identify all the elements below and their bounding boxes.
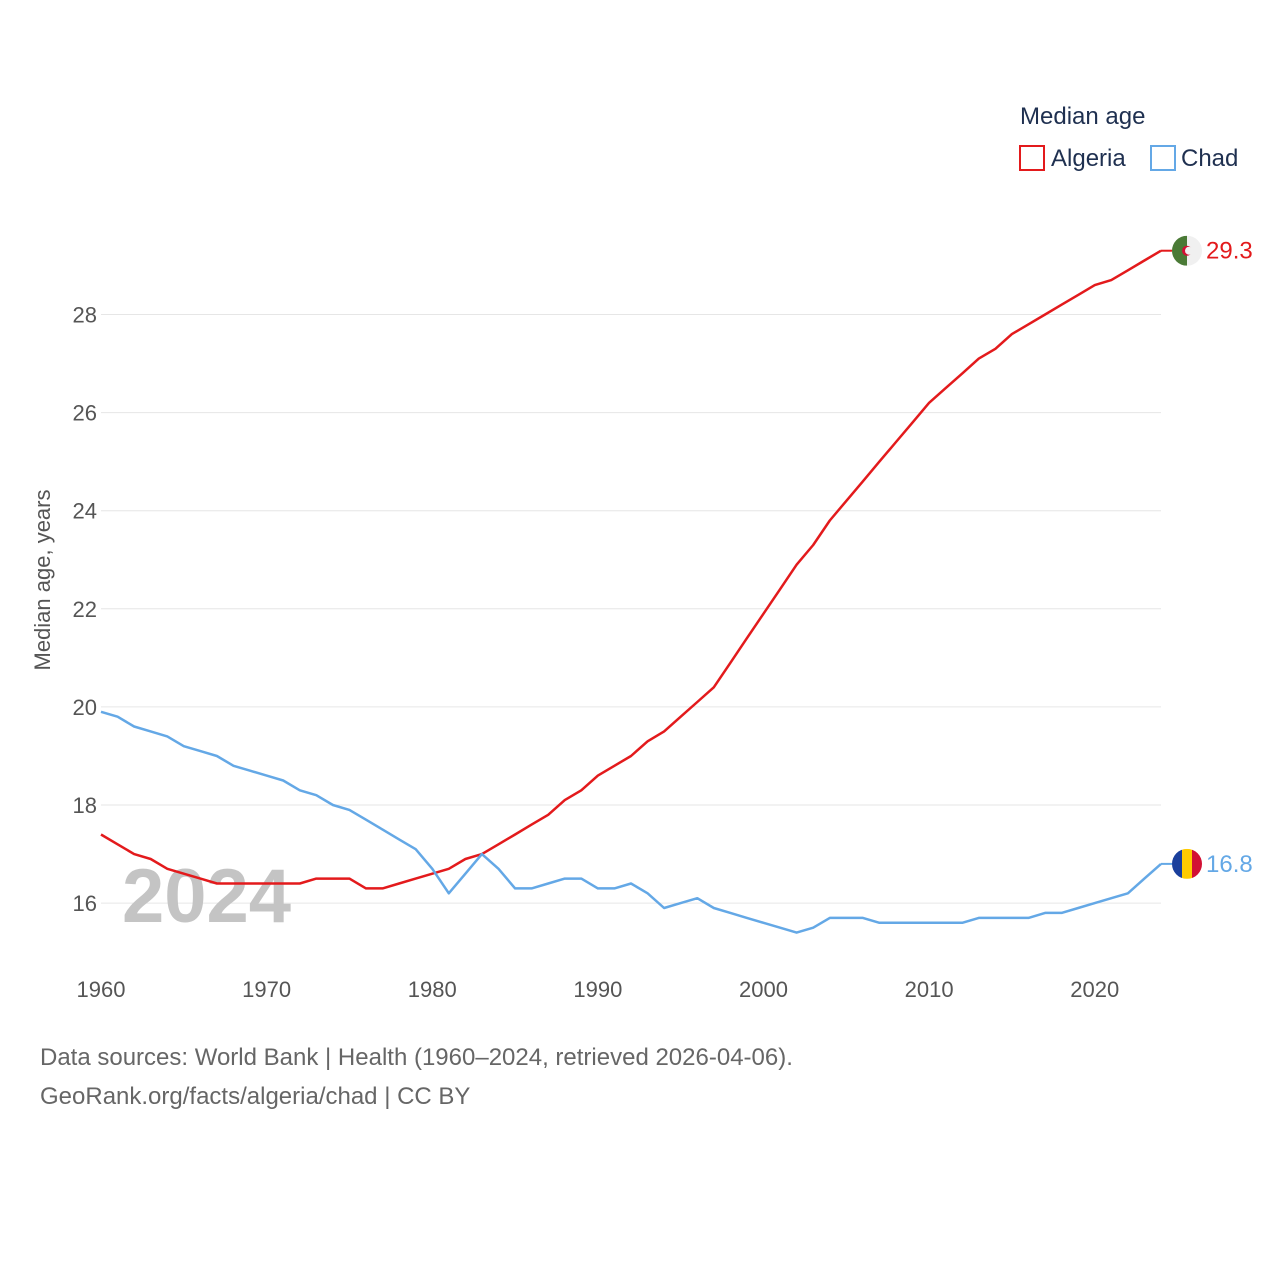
x-tick-label-2020: 2020	[1070, 977, 1119, 1002]
x-tick-label-1970: 1970	[242, 977, 291, 1002]
y-axis-title: Median age, years	[30, 490, 55, 671]
x-tick-label-1960: 1960	[77, 977, 126, 1002]
year-watermark: 2024	[122, 854, 291, 939]
series-end-markers: 29.3 16.8	[1161, 235, 1253, 879]
x-tick-label-1980: 1980	[408, 977, 457, 1002]
gridlines	[101, 313, 1161, 904]
chad-flag-icon	[1172, 848, 1202, 879]
y-axis-ticks: 16 18 20 22 24 26 28	[73, 302, 97, 916]
series-line-chad[interactable]	[100, 710, 1162, 934]
line-chart: 16 18 20 22 24 26 28 1960 1970 1980 1990 2000 2010 2…	[30, 103, 1253, 1002]
end-value-label-algeria: 29.3	[1206, 238, 1253, 265]
algeria-flag-icon	[1172, 235, 1202, 266]
x-axis-ticks: 1960 1970 1980 1990 2000 2010 2020	[77, 977, 1120, 1002]
y-tick-label-26: 26	[73, 401, 97, 426]
legend-label-chad[interactable]: Chad	[1181, 145, 1238, 172]
y-tick-label-18: 18	[73, 793, 97, 818]
x-tick-label-2000: 2000	[739, 977, 788, 1002]
series-line-algeria[interactable]	[100, 249, 1162, 890]
y-tick-label-16: 16	[73, 891, 97, 916]
footer-credit-text: GeoRank.org/facts/algeria/chad | CC BY	[40, 1083, 471, 1110]
y-tick-label-22: 22	[73, 597, 97, 622]
y-tick-label-24: 24	[73, 499, 97, 524]
y-tick-label-20: 20	[73, 695, 97, 720]
x-tick-label-1990: 1990	[573, 977, 622, 1002]
legend: Median age Algeria Chad	[1019, 103, 1238, 172]
legend-swatch-chad[interactable]	[1150, 145, 1176, 171]
x-tick-label-2010: 2010	[905, 977, 954, 1002]
legend-swatch-algeria[interactable]	[1019, 145, 1045, 171]
series-lines	[100, 249, 1162, 934]
y-tick-label-28: 28	[73, 302, 97, 327]
legend-title: Median age	[1020, 103, 1145, 130]
end-value-label-chad: 16.8	[1206, 851, 1253, 878]
legend-label-algeria[interactable]: Algeria	[1051, 145, 1126, 172]
footer-source-text: Data sources: World Bank | Health (1960–…	[40, 1044, 793, 1071]
